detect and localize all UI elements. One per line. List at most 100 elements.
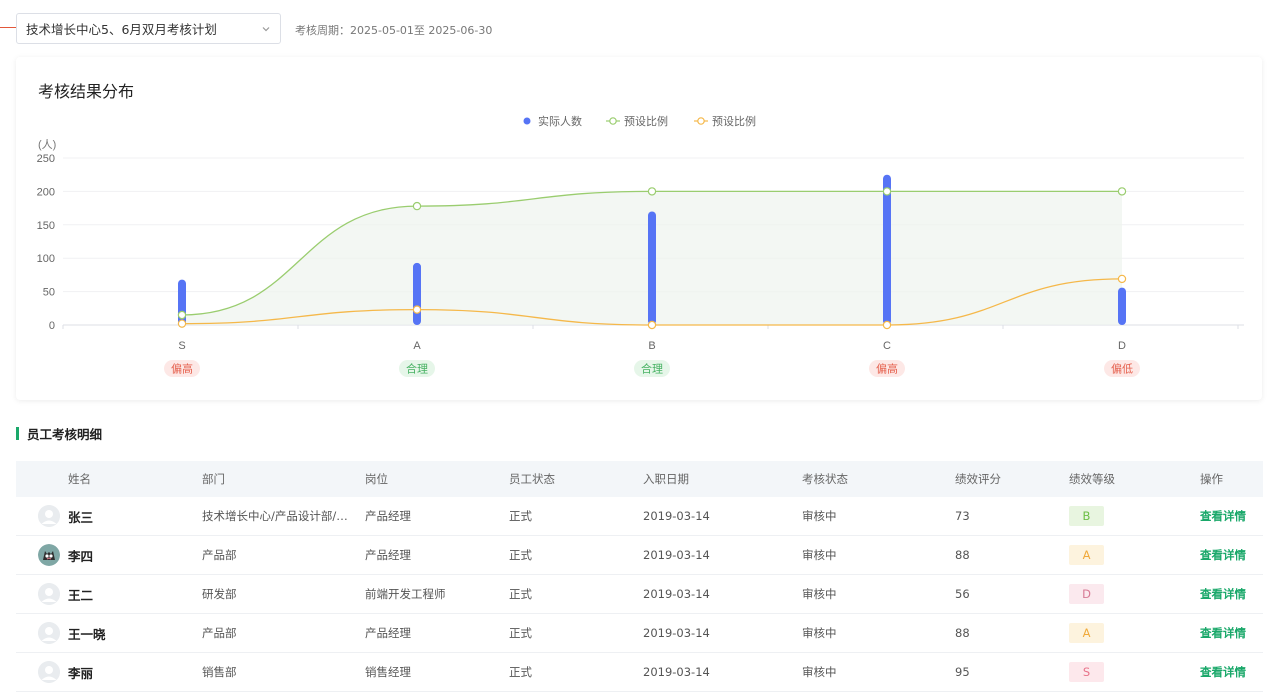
table-header: 姓名 部门 岗位 员工状态 入职日期 考核状态 绩效评分 绩效等级 操作 (16, 461, 1263, 497)
employee-join-date: 2019-03-14 (643, 587, 710, 601)
y-tick-label: 150 (37, 220, 55, 232)
series-line-0 (181, 190, 1122, 316)
grade-badge: B (1069, 506, 1104, 526)
performance-score: 56 (955, 587, 970, 601)
x-tick-label: B (648, 340, 655, 352)
period-label: 考核周期： (295, 24, 350, 37)
line-point-B (647, 320, 657, 330)
col-header-name: 姓名 (68, 472, 91, 486)
review-status: 审核中 (802, 587, 837, 601)
employee-name: 李四 (68, 548, 94, 564)
review-status: 审核中 (802, 626, 837, 640)
line-point-S (177, 310, 187, 320)
bar-B (648, 211, 656, 325)
performance-score: 73 (955, 509, 970, 523)
period-value: 2025-05-01至 2025-06-30 (350, 24, 493, 37)
plan-select-value: 技术增长中心5、6月双月考核计划 (26, 22, 217, 37)
section-title-text: 员工考核明细 (27, 427, 103, 442)
left-accent-line (0, 27, 16, 28)
y-tick-label: 50 (43, 287, 55, 299)
status-tag-label: 偏低 (1111, 362, 1133, 376)
line-point-B (647, 187, 657, 196)
employee-dept: 产品部 (202, 626, 237, 640)
legend-marker (523, 117, 531, 125)
view-details-link[interactable]: 查看详情 (1200, 626, 1246, 640)
plan-select[interactable]: 技术增长中心5、6月双月考核计划 (16, 13, 281, 44)
performance-score: 95 (955, 665, 970, 679)
grade-badge: A (1069, 545, 1104, 565)
y-unit-label: (人) (38, 138, 56, 151)
y-tick-label: 200 (37, 186, 55, 198)
col-header-review: 考核状态 (802, 472, 848, 486)
employee-state: 正式 (509, 626, 532, 640)
y-tick-label: 100 (37, 253, 55, 265)
employee-name: 王一晓 (68, 626, 106, 642)
x-tick-label: C (883, 340, 891, 352)
employee-join-date: 2019-03-14 (643, 548, 710, 562)
y-tick-label: 0 (49, 320, 55, 332)
x-tick-label: S (178, 340, 185, 352)
employee-join-date: 2019-03-14 (643, 509, 710, 523)
table-row: 李丽 销售部 销售经理 正式 2019-03-14 审核中 95 S 查看详情 (16, 653, 1263, 692)
result-distribution-card: 考核结果分布 (人) 0 50 100 150 200 250 S 偏高 A 合理 B 合理 C 偏高 D 偏低… (16, 57, 1262, 400)
employee-position: 产品经理 (365, 509, 411, 523)
section-title: 员工考核明细 (16, 426, 103, 442)
table-row: 张三 技术增长中心/产品设计部/培... 产品经理 正式 2019-03-14 … (16, 497, 1263, 536)
line-point-D (1117, 274, 1127, 284)
employee-position: 产品经理 (365, 626, 411, 640)
employee-name: 张三 (68, 509, 94, 525)
review-status: 审核中 (802, 665, 837, 679)
legend-label: 实际人数 (538, 114, 582, 128)
status-tag (869, 360, 905, 377)
status-tag (634, 360, 670, 377)
x-tick-label: A (413, 340, 421, 352)
view-details-link[interactable]: 查看详情 (1200, 548, 1246, 562)
y-tick-label: 250 (37, 153, 55, 165)
status-tag-label: 合理 (641, 362, 663, 376)
status-tag-label: 偏高 (171, 362, 193, 376)
grade-badge: S (1069, 662, 1104, 682)
employee-position: 销售经理 (365, 665, 411, 679)
employee-state: 正式 (509, 548, 532, 562)
employee-state: 正式 (509, 665, 532, 679)
x-tick-label: D (1118, 340, 1126, 352)
employee-state: 正式 (509, 509, 532, 523)
chevron-down-icon (261, 24, 271, 34)
avatar (38, 583, 60, 605)
employee-dept: 技术增长中心/产品设计部/培... (202, 509, 352, 523)
bar-A (413, 262, 421, 325)
grade-badge: A (1069, 623, 1104, 643)
avatar (38, 661, 60, 683)
employee-join-date: 2019-03-14 (643, 665, 710, 679)
distribution-chart: (人) 0 50 100 150 200 250 S 偏高 A 合理 B 合理 C 偏高 D 偏低 实际人数 预设比… (37, 114, 1244, 377)
employee-name: 王二 (68, 587, 94, 603)
col-header-grade: 绩效等级 (1069, 472, 1115, 486)
view-details-link[interactable]: 查看详情 (1200, 665, 1246, 679)
chart-title: 考核结果分布 (38, 82, 135, 101)
table-row: 王二 研发部 前端开发工程师 正式 2019-03-14 审核中 56 D 查看… (16, 575, 1263, 614)
employee-table: 姓名 部门 岗位 员工状态 入职日期 考核状态 绩效评分 绩效等级 操作 张三 … (16, 461, 1263, 692)
col-header-op: 操作 (1200, 472, 1223, 486)
employee-dept: 研发部 (202, 587, 237, 601)
table-row: 李四 产品部 产品经理 正式 2019-03-14 审核中 88 A 查看详情 (16, 536, 1263, 575)
avatar (38, 544, 60, 566)
avatar (38, 622, 60, 644)
section-title-accent (16, 427, 19, 440)
line-point-D (1117, 187, 1127, 196)
status-tag-label: 偏高 (876, 362, 898, 376)
status-tag (164, 360, 200, 377)
bar-D (1118, 287, 1126, 325)
employee-position: 产品经理 (365, 548, 411, 562)
avatar (38, 505, 60, 527)
review-status: 审核中 (802, 509, 837, 523)
view-details-link[interactable]: 查看详情 (1200, 587, 1246, 601)
status-tag (399, 360, 435, 377)
status-tag-label: 合理 (406, 362, 428, 376)
view-details-link[interactable]: 查看详情 (1200, 509, 1246, 523)
review-status: 审核中 (802, 548, 837, 562)
grade-badge: D (1069, 584, 1104, 604)
employee-dept: 销售部 (202, 665, 237, 679)
col-header-state: 员工状态 (509, 472, 555, 486)
col-header-score: 绩效评分 (955, 472, 1001, 486)
performance-score: 88 (955, 548, 970, 562)
